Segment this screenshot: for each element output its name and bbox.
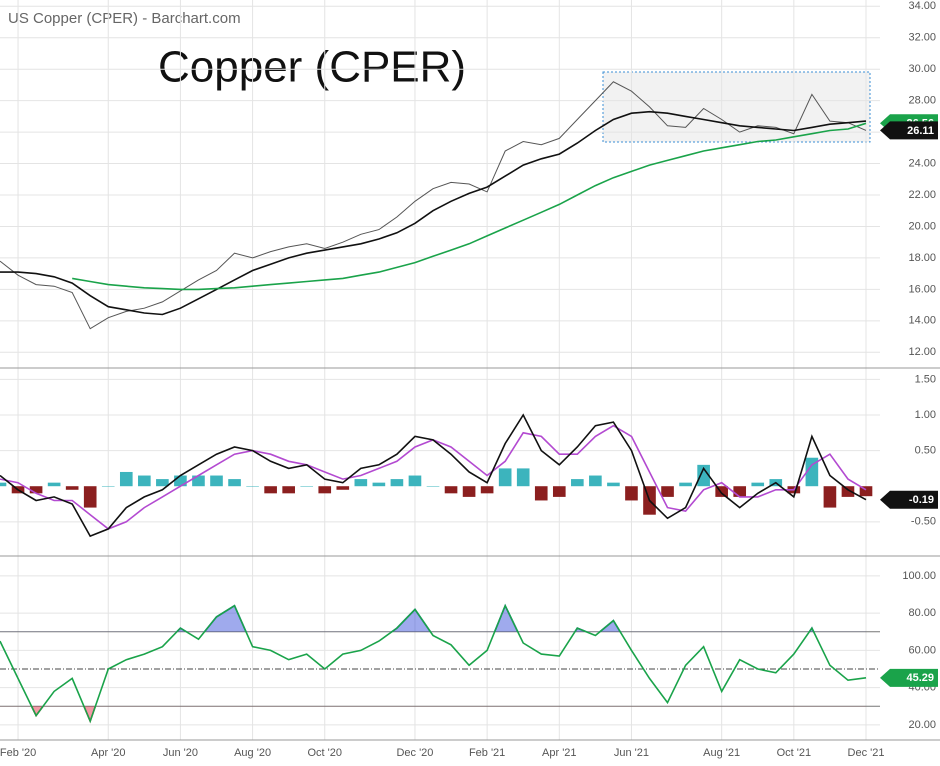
value-tag-label: 45.29 [906, 672, 934, 684]
histogram-bar [138, 475, 151, 487]
histogram-bar [534, 486, 548, 501]
series-line [0, 413, 867, 538]
y-tick-label: 20.00 [908, 220, 936, 232]
histogram-bar [300, 486, 314, 487]
x-tick-label: Apr '21 [542, 747, 577, 759]
histogram-bar [552, 486, 566, 497]
y-tick-label: 16.00 [908, 283, 936, 295]
y-tick-label: 14.00 [908, 315, 936, 327]
histogram-bar [210, 475, 223, 487]
x-tick-label: Apr '20 [91, 747, 126, 759]
y-tick-label: 18.00 [908, 252, 936, 264]
histogram-bar [101, 486, 115, 487]
annotation: Copper (CPER) [158, 43, 466, 92]
x-tick-label: Oct '21 [777, 747, 812, 759]
y-tick-label: -0.50 [911, 516, 936, 528]
series-line [0, 603, 867, 724]
x-tick-label: Feb '20 [0, 747, 36, 759]
value-tag-label: -0.19 [909, 494, 934, 506]
y-tick-label: 1.50 [915, 373, 936, 385]
x-tick-label: Jun '21 [614, 747, 649, 759]
value-tag [880, 490, 938, 509]
histogram-bar [192, 475, 205, 487]
histogram-bar [444, 486, 458, 494]
histogram-bar [516, 468, 530, 487]
histogram-bar [751, 482, 765, 487]
histogram-bar [498, 468, 512, 487]
histogram-bar [354, 479, 368, 487]
value-tag [880, 121, 938, 140]
y-tick-label: 60.00 [908, 644, 936, 656]
overbought-fill [176, 605, 814, 632]
histogram-bar [625, 486, 638, 501]
histogram-bar [47, 482, 61, 487]
histogram-bar [83, 486, 97, 508]
oversold-fill [0, 706, 866, 722]
histogram-bar [607, 482, 620, 487]
chart-title: US Copper (CPER) - Barchart.com [8, 10, 241, 27]
x-tick-label: Aug '21 [703, 747, 740, 759]
histogram-bar [571, 479, 584, 487]
histogram-bar [679, 482, 692, 487]
histogram-bar [733, 486, 747, 497]
histogram-bar [589, 475, 602, 487]
histogram-bar [697, 464, 710, 487]
histogram-bar [318, 486, 332, 494]
x-tick-label: Oct '20 [307, 747, 342, 759]
histogram-bar [264, 486, 277, 494]
range-box [602, 71, 871, 143]
value-tag [880, 668, 938, 687]
y-tick-label: 1.00 [915, 409, 936, 421]
x-tick-label: Dec '21 [848, 747, 885, 759]
histogram-bar [480, 486, 494, 494]
histogram-bar [390, 479, 404, 487]
y-tick-label: 0.50 [915, 445, 936, 457]
histogram-bar [715, 486, 728, 497]
histogram-bar [661, 486, 674, 497]
histogram-bar [29, 486, 43, 494]
histogram-bar [372, 482, 386, 487]
histogram-bar [246, 486, 259, 487]
histogram-bar [228, 479, 241, 487]
histogram-bar [0, 482, 7, 487]
histogram-bar [282, 486, 295, 494]
y-tick-label: 30.00 [908, 63, 936, 75]
y-tick-label: 34.00 [908, 0, 936, 12]
y-tick-label: 100.00 [902, 570, 936, 582]
histogram-bar [859, 486, 873, 497]
x-tick-label: Dec '20 [396, 747, 433, 759]
histogram-bar [156, 479, 169, 487]
value-tag-label: 26.11 [907, 125, 934, 137]
x-tick-label: Jun '20 [163, 747, 198, 759]
histogram-bar [805, 457, 819, 487]
histogram-bar [841, 486, 855, 497]
y-tick-label: 12.00 [908, 346, 936, 358]
series-line [0, 81, 867, 330]
histogram-bar [462, 486, 476, 497]
histogram-bar [823, 486, 837, 508]
series-line [72, 122, 867, 291]
series-line [0, 110, 867, 316]
histogram-bar [408, 475, 422, 487]
y-tick-label: 20.00 [908, 719, 936, 731]
histogram-bar [426, 486, 440, 487]
y-tick-label: 32.00 [908, 32, 936, 44]
x-tick-label: Feb '21 [469, 747, 505, 759]
y-tick-label: 80.00 [908, 607, 936, 619]
histogram-bar [65, 486, 79, 490]
histogram-bar [174, 475, 187, 487]
y-tick-label: 28.00 [908, 95, 936, 107]
y-tick-label: 24.00 [908, 157, 936, 169]
x-tick-label: Aug '20 [234, 747, 271, 759]
y-tick-label: 22.00 [908, 189, 936, 201]
histogram-bar [336, 486, 350, 490]
histogram-bar [119, 471, 133, 487]
